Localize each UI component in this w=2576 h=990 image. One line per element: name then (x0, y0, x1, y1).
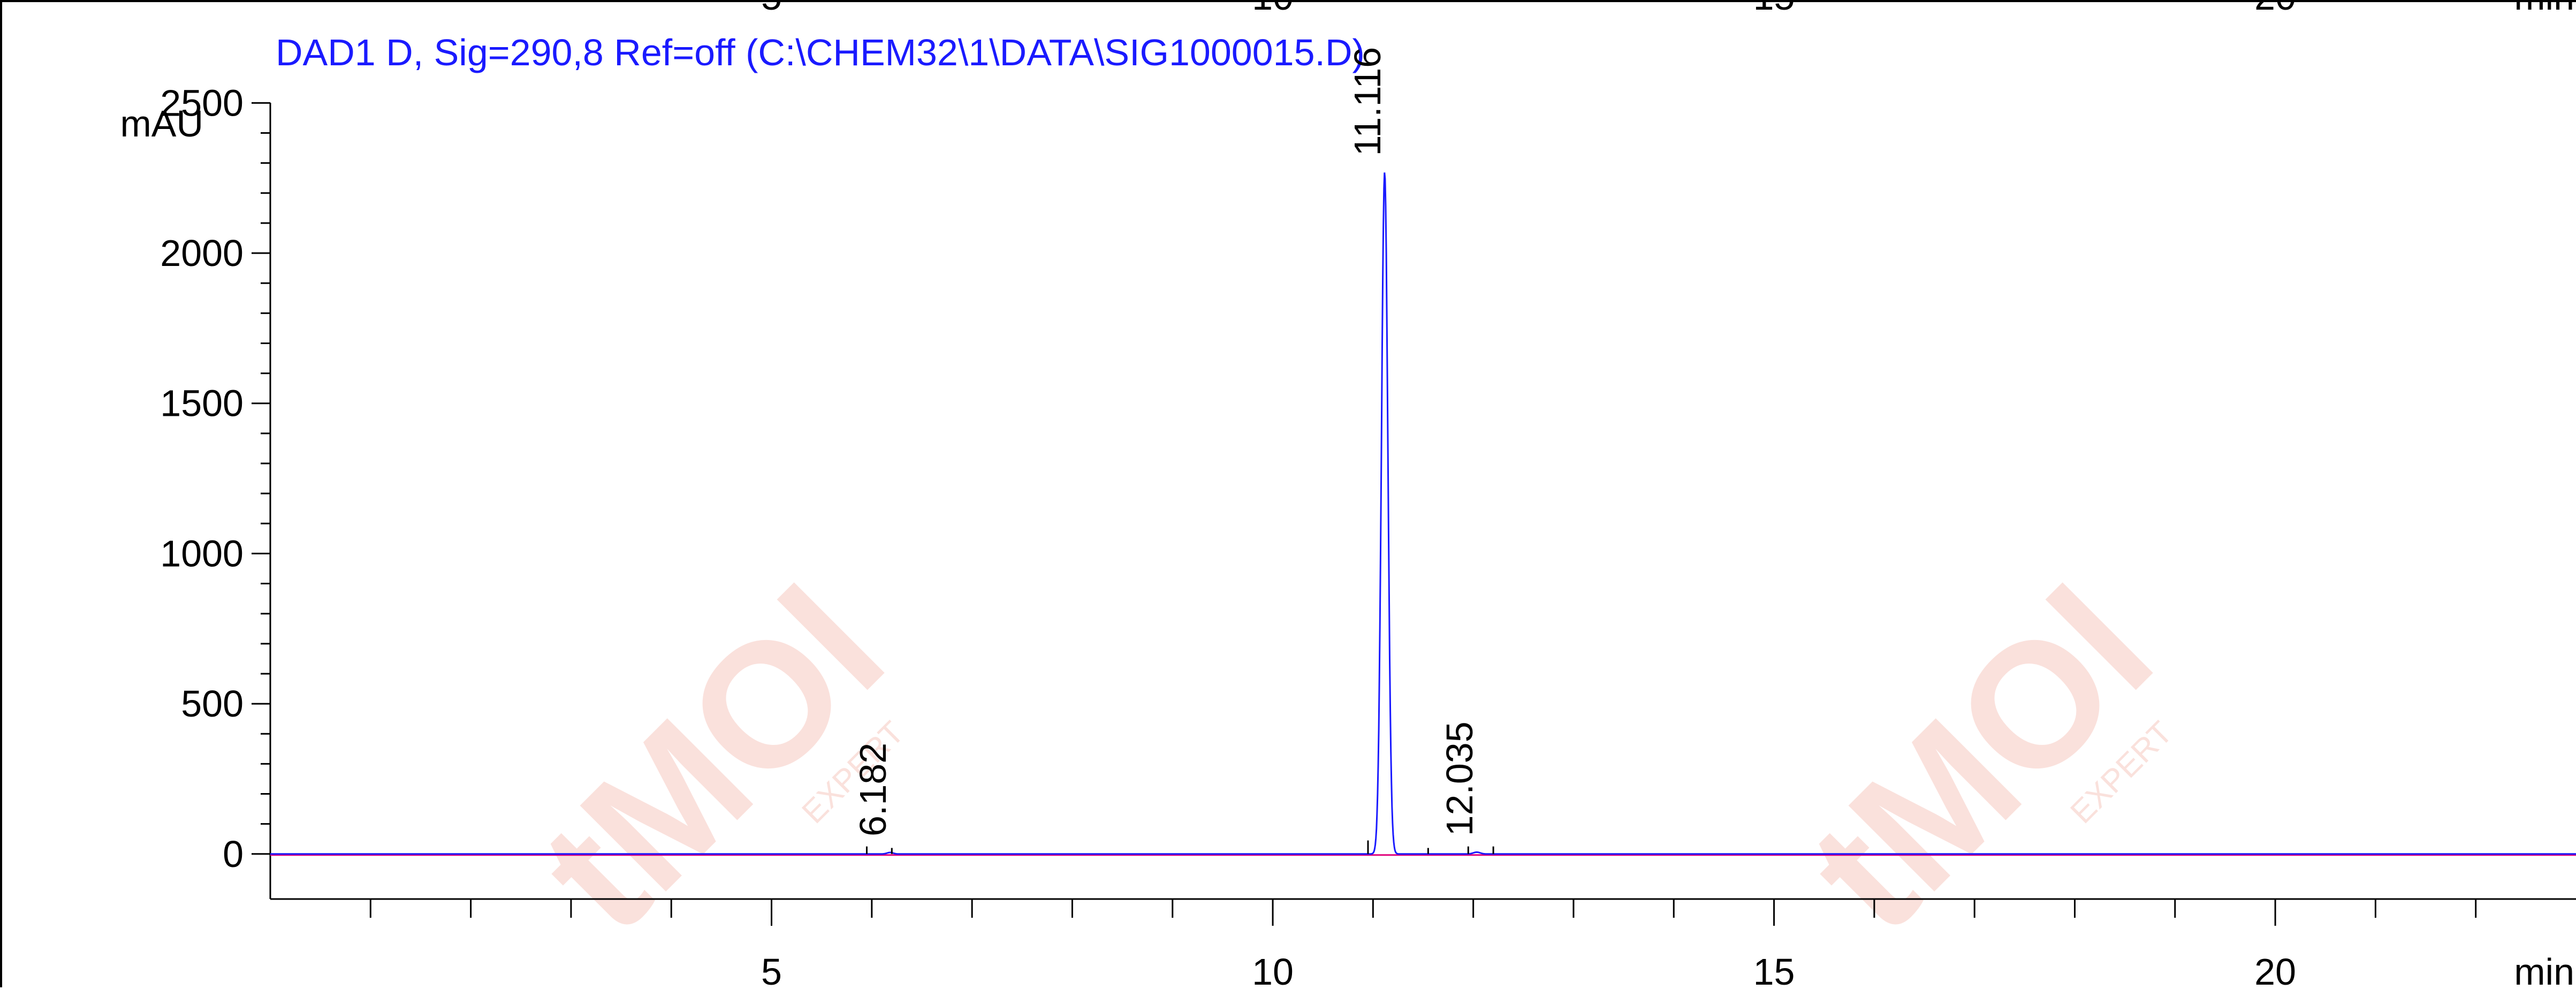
traces (270, 172, 2576, 856)
x-tick-label: 5 (761, 951, 782, 987)
y-tick-label: 2500 (160, 82, 244, 124)
signal-trace (270, 172, 2576, 855)
top-axis-cut-labels: 5 10 15 20 min (761, 0, 2574, 18)
peak-rt-label: 6.182 (852, 743, 894, 836)
top-axis-cut-tick-label: 5 (761, 0, 782, 18)
top-axis-cut-tick-label: 15 (1753, 0, 1795, 18)
top-axis-cut-unit: min (2514, 0, 2574, 18)
top-axis-cut-tick-label: 10 (1252, 0, 1294, 18)
y-tick-label: 0 (223, 833, 244, 875)
y-tick-label: 1500 (160, 383, 244, 424)
axes: 0 500 1000 1500 2000 2500 5 10 15 20 (160, 82, 2576, 990)
y-tick-label: 500 (181, 683, 244, 725)
top-axis-cut-tick-label: 20 (2254, 0, 2296, 18)
peak-rt-label: 11.116 (1347, 47, 1388, 156)
x-tick-label: 15 (1753, 951, 1795, 987)
y-tick-label: 2000 (160, 232, 244, 274)
x-tick-label: 10 (1252, 951, 1294, 987)
peak-annotations: 6.182 11.116 12.035 (852, 47, 1494, 854)
x-tick-label: 20 (2254, 951, 2296, 987)
y-tick-label: 1000 (160, 532, 244, 574)
y-axis-unit-label: mAU (120, 103, 203, 144)
x-axis-unit-label: min (2514, 951, 2574, 987)
signal-label: DAD1 D, Sig=290,8 Ref=off (C:\CHEM32\1\D… (276, 32, 1365, 73)
peak-rt-label: 12.035 (1439, 721, 1480, 836)
